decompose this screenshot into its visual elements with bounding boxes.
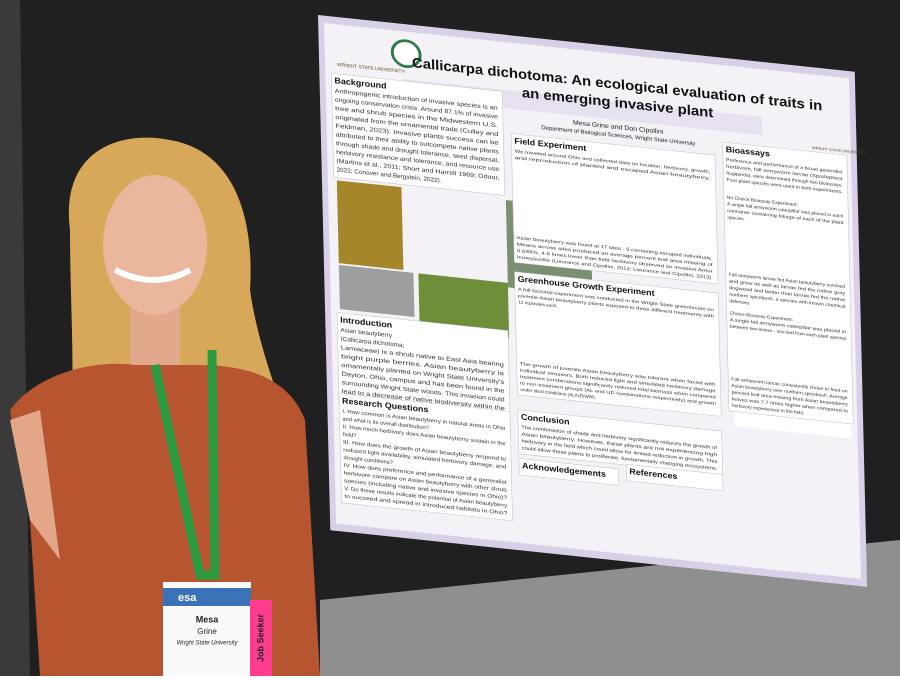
badge-last-name: Grine <box>197 627 217 636</box>
badge-header <box>163 588 251 606</box>
badge-first-name: Mesa <box>196 614 220 624</box>
aerial-photo <box>338 264 415 318</box>
section-text: species. <box>727 215 745 222</box>
section-box <box>331 73 506 196</box>
badge-ribbon <box>250 600 272 676</box>
section-text: drought conditions? <box>343 455 393 466</box>
poster: WRIGHT STATE UNIVERSITYWestRockWRIGHT ST… <box>318 15 868 587</box>
section-box <box>518 458 620 486</box>
section-box <box>517 409 723 476</box>
logo-right-2: WRIGHT STATE UNIVERSITY <box>812 146 867 156</box>
logo-seal <box>390 39 422 69</box>
lanyard <box>150 349 220 580</box>
shrub-photo <box>418 273 510 339</box>
section-text: defenses. <box>729 298 750 305</box>
arm <box>10 410 60 560</box>
section-box <box>625 463 724 492</box>
section-text: Choice Bioassay Experiment: <box>730 311 793 322</box>
badge-affiliation: Wright State University <box>176 641 238 647</box>
section-text: 12 replicates each. <box>518 300 558 309</box>
badge-org: esa <box>178 592 197 604</box>
section-heading: Bioassays <box>726 144 771 158</box>
smile <box>113 267 192 283</box>
badge-tag: Job Seeker <box>255 613 265 662</box>
plant-photo <box>336 180 404 270</box>
section-box <box>510 133 719 285</box>
section-text: field? <box>343 432 357 439</box>
board-edge <box>0 0 30 676</box>
face <box>103 175 207 315</box>
section-box <box>514 271 722 417</box>
section-box <box>722 141 854 425</box>
section-box <box>338 393 513 522</box>
